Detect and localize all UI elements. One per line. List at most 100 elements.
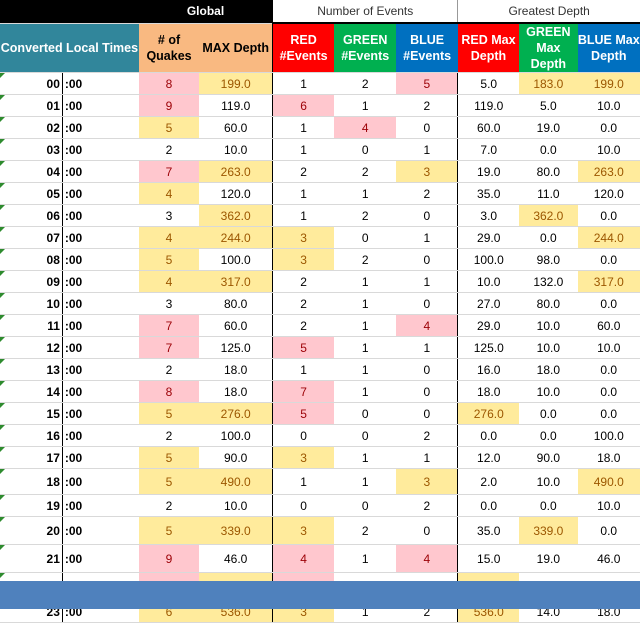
table-row[interactable]: 16:00 2 100.0 0 0 2 0.0 0.0 100.0 [0, 424, 640, 447]
minutes-cell[interactable]: :00 [62, 226, 139, 249]
num-quakes-cell[interactable]: 8 [138, 72, 200, 95]
minutes-cell[interactable]: :00 [62, 72, 139, 95]
blue-events-cell[interactable]: 3 [396, 468, 458, 495]
max-depth-cell[interactable]: 199.0 [199, 72, 273, 95]
max-depth-cell[interactable]: 120.0 [199, 182, 273, 205]
table-row[interactable]: 19:00 2 10.0 0 0 2 0.0 0.0 10.0 [0, 494, 640, 517]
blue-events-cell[interactable]: 2 [396, 494, 458, 517]
max-depth-cell[interactable]: 263.0 [199, 160, 273, 183]
red-max-depth-cell[interactable]: 60.0 [457, 116, 520, 139]
hour-cell[interactable]: 08 [0, 248, 63, 271]
green-events-cell[interactable]: 1 [334, 358, 397, 381]
green-events-cell[interactable]: 2 [334, 204, 397, 227]
minutes-cell[interactable]: :00 [62, 248, 139, 271]
red-max-depth-cell[interactable]: 35.0 [457, 182, 520, 205]
red-max-depth-cell[interactable]: 5.0 [457, 72, 520, 95]
col-num-quakes[interactable]: # of Quakes [138, 23, 200, 73]
red-max-depth-cell[interactable]: 0.0 [457, 494, 520, 517]
hour-cell[interactable]: 10 [0, 292, 63, 315]
green-max-depth-cell[interactable]: 339.0 [519, 516, 578, 545]
num-quakes-cell[interactable]: 5 [138, 116, 200, 139]
red-events-cell[interactable]: 1 [272, 116, 335, 139]
table-row[interactable]: 01:00 9 119.0 6 1 2 119.0 5.0 10.0 [0, 94, 640, 117]
hour-cell[interactable]: 16 [0, 424, 63, 447]
green-max-depth-cell[interactable]: 98.0 [519, 248, 578, 271]
max-depth-cell[interactable]: 10.0 [199, 138, 273, 161]
num-quakes-cell[interactable]: 2 [138, 138, 200, 161]
minutes-cell[interactable]: :00 [62, 160, 139, 183]
green-events-cell[interactable]: 1 [334, 380, 397, 403]
red-events-cell[interactable]: 2 [272, 270, 335, 293]
table-row[interactable]: 08:00 5 100.0 3 2 0 100.0 98.0 0.0 [0, 248, 640, 271]
max-depth-cell[interactable]: 46.0 [199, 544, 273, 573]
green-events-cell[interactable]: 4 [334, 116, 397, 139]
hour-cell[interactable]: 01 [0, 94, 63, 117]
max-depth-cell[interactable]: 244.0 [199, 226, 273, 249]
green-max-depth-cell[interactable]: 19.0 [519, 544, 578, 573]
num-quakes-cell[interactable]: 5 [138, 402, 200, 425]
red-max-depth-cell[interactable]: 35.0 [457, 516, 520, 545]
blue-events-cell[interactable]: 1 [396, 226, 458, 249]
green-events-cell[interactable]: 1 [334, 446, 397, 469]
red-max-depth-cell[interactable]: 29.0 [457, 314, 520, 337]
hour-cell[interactable]: 14 [0, 380, 63, 403]
blue-max-depth-cell[interactable]: 0.0 [577, 516, 640, 545]
col-max-depth[interactable]: MAX Depth [199, 23, 273, 73]
table-row[interactable]: 15:00 5 276.0 5 0 0 276.0 0.0 0.0 [0, 402, 640, 425]
minutes-cell[interactable]: :00 [62, 380, 139, 403]
green-max-depth-cell[interactable]: 10.0 [519, 336, 578, 359]
blue-events-cell[interactable]: 0 [396, 516, 458, 545]
red-events-cell[interactable]: 3 [272, 516, 335, 545]
red-max-depth-cell[interactable]: 18.0 [457, 380, 520, 403]
col-blue-events[interactable]: BLUE #Events [396, 23, 458, 73]
green-events-cell[interactable]: 1 [334, 182, 397, 205]
table-row[interactable]: 21:00 9 46.0 4 1 4 15.0 19.0 46.0 [0, 544, 640, 573]
table-row[interactable]: 11:00 7 60.0 2 1 4 29.0 10.0 60.0 [0, 314, 640, 337]
green-events-cell[interactable]: 0 [334, 494, 397, 517]
green-max-depth-cell[interactable]: 10.0 [519, 380, 578, 403]
red-max-depth-cell[interactable]: 12.0 [457, 446, 520, 469]
num-quakes-cell[interactable]: 5 [138, 516, 200, 545]
green-max-depth-cell[interactable]: 80.0 [519, 292, 578, 315]
red-max-depth-cell[interactable]: 125.0 [457, 336, 520, 359]
green-max-depth-cell[interactable]: 90.0 [519, 446, 578, 469]
table-row[interactable]: 07:00 4 244.0 3 0 1 29.0 0.0 244.0 [0, 226, 640, 249]
green-max-depth-cell[interactable]: 0.0 [519, 138, 578, 161]
hour-cell[interactable]: 02 [0, 116, 63, 139]
hour-cell[interactable]: 15 [0, 402, 63, 425]
hour-cell[interactable]: 18 [0, 468, 63, 495]
num-quakes-cell[interactable]: 2 [138, 494, 200, 517]
green-events-cell[interactable]: 1 [334, 292, 397, 315]
red-max-depth-cell[interactable]: 100.0 [457, 248, 520, 271]
green-max-depth-cell[interactable]: 183.0 [519, 72, 578, 95]
green-events-cell[interactable]: 1 [334, 544, 397, 573]
max-depth-cell[interactable]: 18.0 [199, 358, 273, 381]
max-depth-cell[interactable]: 119.0 [199, 94, 273, 117]
blue-events-cell[interactable]: 1 [396, 336, 458, 359]
hour-cell[interactable]: 12 [0, 336, 63, 359]
green-events-cell[interactable]: 1 [334, 336, 397, 359]
red-max-depth-cell[interactable]: 0.0 [457, 424, 520, 447]
green-events-cell[interactable]: 1 [334, 314, 397, 337]
col-blue-max-depth[interactable]: BLUE Max Depth [577, 23, 640, 73]
table-row[interactable]: 05:00 4 120.0 1 1 2 35.0 11.0 120.0 [0, 182, 640, 205]
minutes-cell[interactable]: :00 [62, 358, 139, 381]
minutes-cell[interactable]: :00 [62, 270, 139, 293]
red-events-cell[interactable]: 1 [272, 72, 335, 95]
hour-cell[interactable]: 00 [0, 72, 63, 95]
red-max-depth-cell[interactable]: 19.0 [457, 160, 520, 183]
max-depth-cell[interactable]: 10.0 [199, 494, 273, 517]
green-events-cell[interactable]: 2 [334, 516, 397, 545]
blue-max-depth-cell[interactable]: 199.0 [577, 72, 640, 95]
green-max-depth-cell[interactable]: 10.0 [519, 314, 578, 337]
hour-cell[interactable]: 11 [0, 314, 63, 337]
red-events-cell[interactable]: 5 [272, 402, 335, 425]
col-red-events[interactable]: RED #Events [272, 23, 335, 73]
red-events-cell[interactable]: 7 [272, 380, 335, 403]
max-depth-cell[interactable]: 60.0 [199, 116, 273, 139]
hour-cell[interactable]: 03 [0, 138, 63, 161]
red-max-depth-cell[interactable]: 2.0 [457, 468, 520, 495]
minutes-cell[interactable]: :00 [62, 94, 139, 117]
red-max-depth-cell[interactable]: 16.0 [457, 358, 520, 381]
green-max-depth-cell[interactable]: 0.0 [519, 424, 578, 447]
